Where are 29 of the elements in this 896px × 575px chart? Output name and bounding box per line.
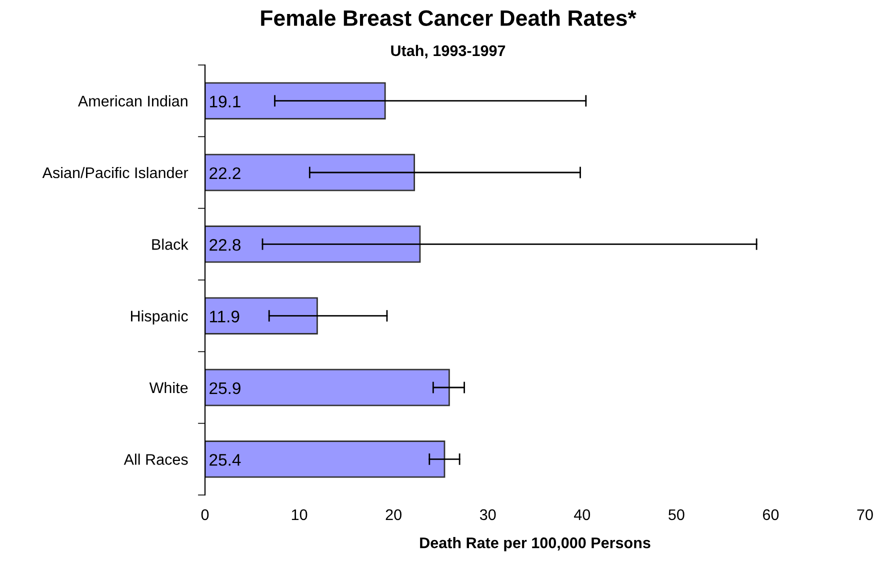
bar (205, 82, 386, 120)
y-tick-label: American Indian (78, 95, 188, 107)
y-tick-label: Hispanic (131, 310, 188, 325)
x-tick-label: 20 (386, 509, 402, 520)
y-tick-label: Asian/Pacific Islander (42, 166, 188, 178)
bar (205, 154, 416, 192)
y-tick-label: White (149, 382, 188, 394)
data-label: 22.2 (210, 167, 240, 179)
x-tick-label: 70 (857, 509, 873, 520)
data-label: 11.9 (210, 310, 240, 322)
x-tick-label: 40 (574, 509, 590, 520)
chart-subtitle: Utah, 1993-1997 (391, 44, 506, 58)
x-tick-label: 60 (762, 509, 779, 520)
bar (205, 368, 450, 406)
data-label: 25.4 (210, 454, 241, 466)
bar (205, 297, 318, 334)
x-axis-title: Death Rate per 100,000 Persons (420, 537, 650, 552)
y-tick-label: All Races (124, 454, 188, 465)
bar (205, 440, 446, 478)
data-label: 19.1 (210, 96, 240, 108)
data-label: 22.8 (210, 238, 240, 251)
x-tick-label: 50 (668, 509, 684, 520)
y-tick-label: Black (152, 238, 188, 250)
chart-title: Female Breast Cancer Death Rates* (261, 10, 636, 26)
x-tick-label: 0 (201, 509, 209, 520)
bar (205, 226, 421, 263)
x-tick-label: 30 (480, 509, 496, 520)
data-label: 25.9 (210, 382, 240, 394)
x-tick-label: 10 (292, 509, 308, 520)
